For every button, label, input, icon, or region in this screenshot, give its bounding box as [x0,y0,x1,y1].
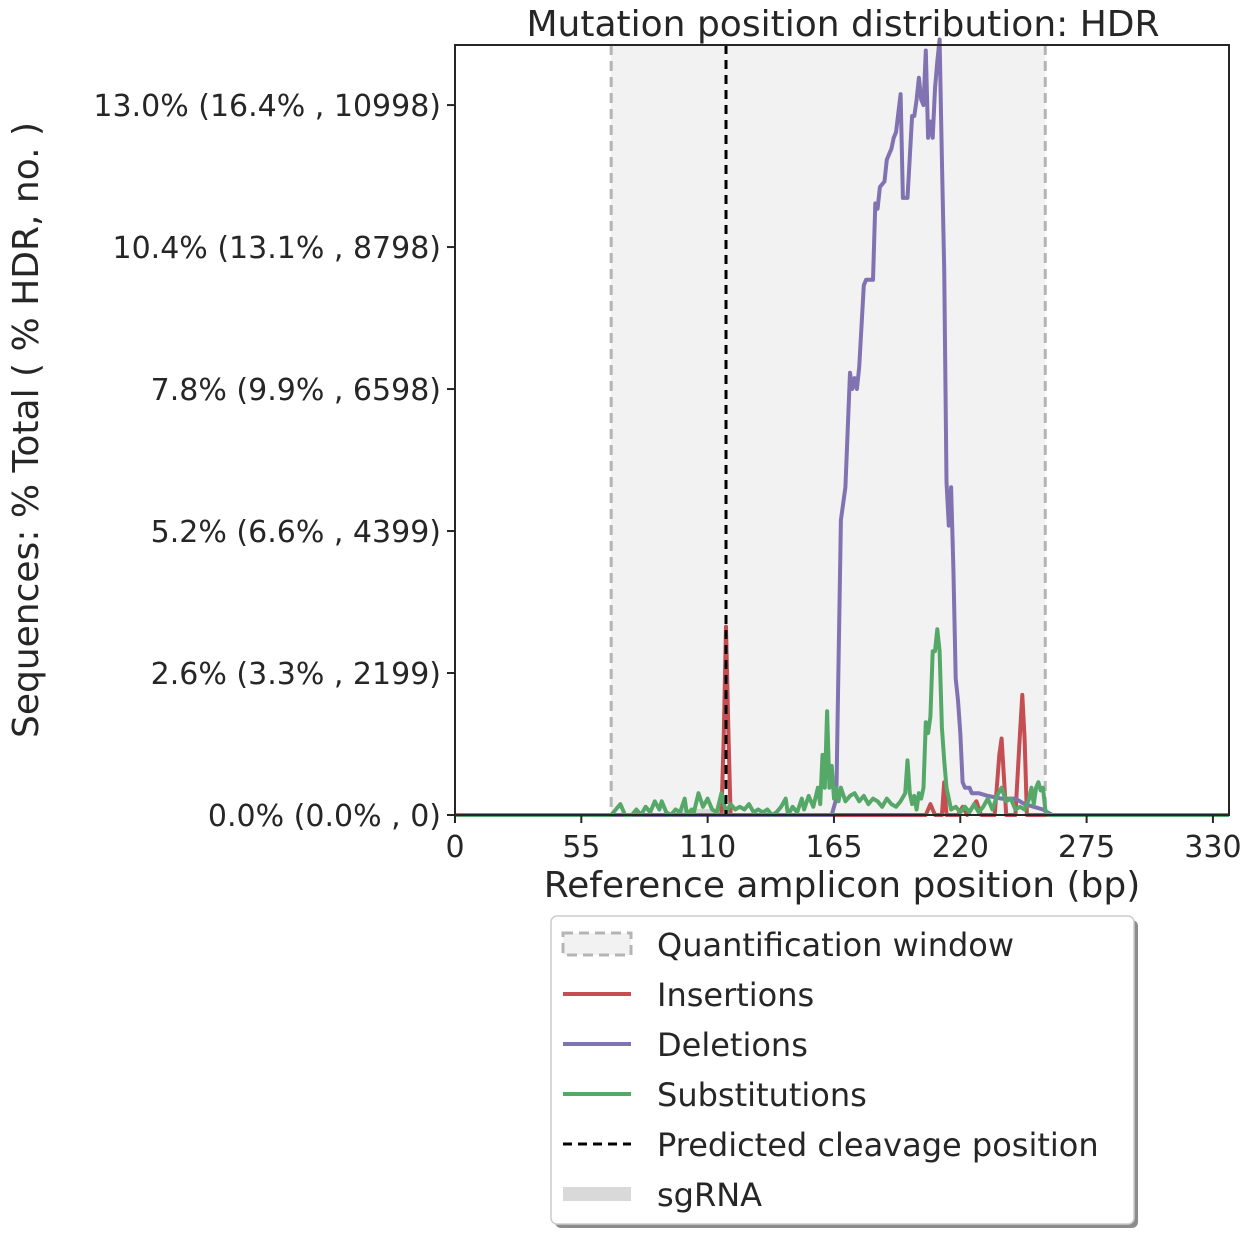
plot-background [609,45,1047,815]
legend-box [550,915,1135,1225]
x-tick-label: 165 [805,830,862,865]
series-line-substitutions [455,627,1229,817]
y-tick-label: 2.6% (3.3% , 2199) [151,657,441,692]
legend-label: Insertions [657,976,814,1014]
axes-layer: 0 55 110 165 220 275 330 0.0% (0.0% , 0) 2.6% (3… [93,44,1242,865]
legend-handle-sgrna [563,1187,631,1201]
legend-label: sgRNA [657,1176,762,1214]
y-axis-title: Sequences: % Total ( % HDR, no. ) [6,122,47,738]
quantification-window [611,45,1046,815]
legend-label: Substitutions [657,1076,867,1114]
x-tick-label: 0 [445,830,464,865]
legend-label: Quantification window [657,926,1014,964]
x-axis-title: Reference amplicon position (bp) [544,865,1141,906]
legend: Quantification window Insertions Deletions… [550,915,1138,1228]
y-tick-label: 5.2% (6.6% , 4399) [151,515,441,550]
x-tick-label: 220 [932,830,989,865]
chart-title: Mutation position distribution: HDR [526,4,1159,45]
series-line-deletions [455,37,1229,817]
legend-label: Predicted cleavage position [657,1126,1099,1164]
plot-frame [454,44,1230,816]
y-tick-label: 13.0% (16.4% , 10998) [93,89,441,124]
x-tick-label: 55 [562,830,600,865]
x-tick-label: 110 [679,830,736,865]
y-tick-label: 7.8% (9.9% , 6598) [151,373,441,408]
y-tick-label: 10.4% (13.1% , 8798) [112,231,441,266]
legend-handle-quantification-window [561,931,633,957]
legend-label: Deletions [657,1026,808,1064]
sgrna-band [680,809,727,815]
series-layer [455,37,1229,817]
x-tick-label: 275 [1058,830,1115,865]
y-tick-label: 0.0% (0.0% , 0) [208,799,441,834]
x-tick-label: 330 [1184,830,1241,865]
